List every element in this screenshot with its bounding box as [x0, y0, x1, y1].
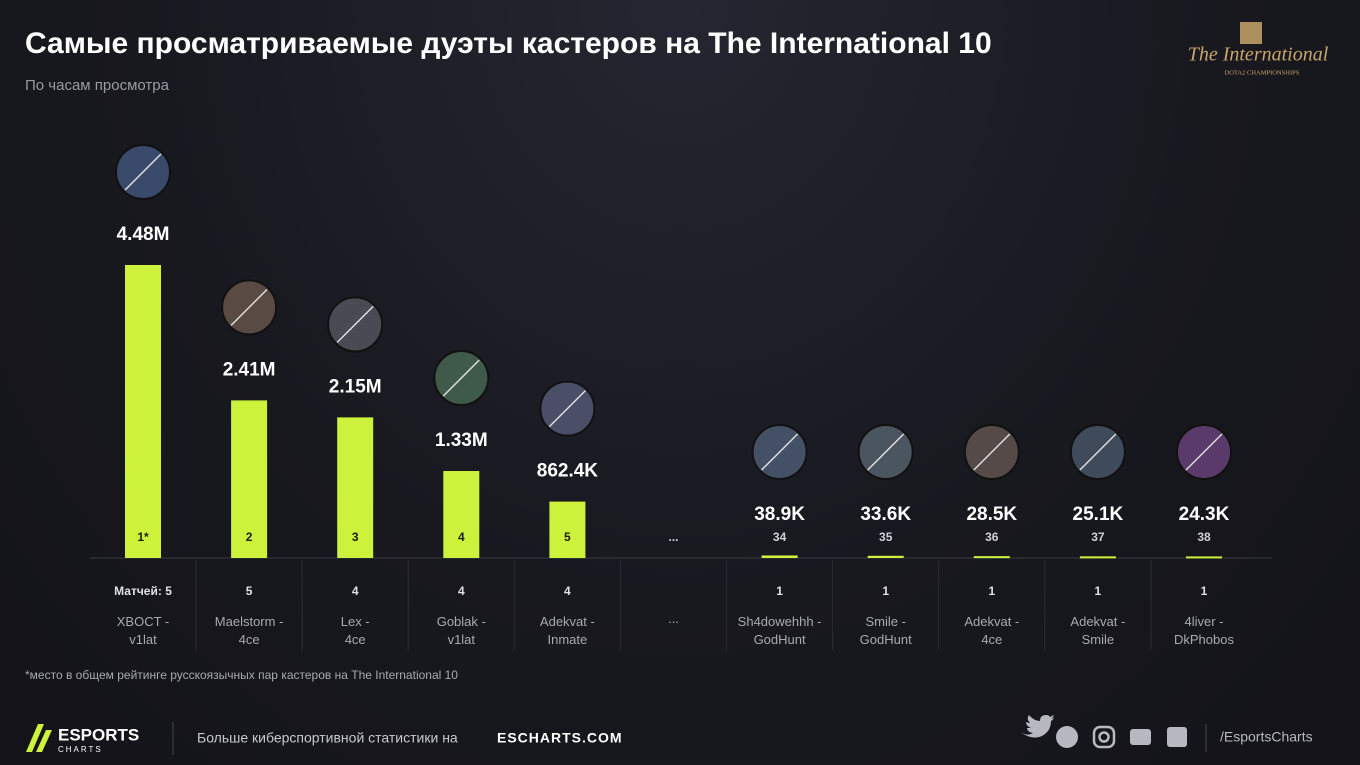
- bar: [549, 501, 586, 558]
- value-label: 1.33M: [435, 430, 488, 451]
- rank-label: ...: [668, 530, 678, 544]
- matches: 1: [1201, 584, 1208, 598]
- handle[interactable]: /EsportsCharts: [1220, 729, 1313, 745]
- bar: [231, 400, 268, 558]
- matches: 5: [246, 584, 253, 598]
- linkedin-icon[interactable]: [1167, 727, 1187, 747]
- facebook-icon[interactable]: [1056, 726, 1078, 748]
- matches-value: 1: [776, 584, 783, 598]
- avatar-split: [230, 288, 268, 326]
- matches-value: 1: [988, 584, 995, 598]
- brand-logo: [26, 724, 52, 752]
- matches-value: 5: [246, 584, 253, 598]
- footnote: *место в общем рейтинге русскоязычных па…: [25, 668, 458, 682]
- matches: 1: [776, 584, 783, 598]
- rank-label: 34: [773, 530, 787, 544]
- matches: Матчей: 5: [114, 584, 172, 598]
- category-label: Goblak - v1lat: [436, 614, 486, 647]
- rank-label: 2: [246, 530, 253, 544]
- value-label: 4.48M: [117, 224, 170, 245]
- subtitle: По часам просмотра: [25, 77, 170, 94]
- site[interactable]: ESCHARTS.COM: [497, 730, 623, 746]
- matches-label: Матчей:: [114, 584, 162, 598]
- logo-icon: [1240, 22, 1262, 44]
- avatar-split: [1185, 433, 1223, 471]
- category-label: Maelstorm - 4ce: [214, 614, 284, 647]
- matches: 4: [352, 584, 359, 598]
- avatar-split: [336, 305, 374, 343]
- avatar-split: [442, 359, 480, 397]
- avatar-split: [867, 433, 905, 471]
- promo: Больше киберспортивной статистики на: [197, 730, 458, 746]
- avatar-split: [124, 153, 162, 191]
- category-label: Adekvat - 4ce: [964, 614, 1020, 647]
- rank-label: 1*: [137, 530, 149, 544]
- bar: [761, 555, 798, 558]
- rank-label: 3: [352, 530, 359, 544]
- matches-value: 4: [458, 584, 465, 598]
- avatar-split: [761, 433, 799, 471]
- bar: [443, 471, 480, 558]
- matches: 1: [988, 584, 995, 598]
- value-label: 28.5K: [966, 504, 1017, 525]
- value-label: 862.4K: [537, 461, 599, 482]
- bar: [125, 265, 161, 558]
- rank-label: 5: [564, 530, 571, 544]
- vk-icon[interactable]: [1130, 729, 1151, 745]
- category-label: Sh4dowehhh - GodHunt: [737, 614, 822, 647]
- category-label: Adekvat - Smile: [1070, 614, 1126, 647]
- rank-label: 35: [879, 530, 893, 544]
- category-label: Adekvat - Inmate: [539, 614, 595, 647]
- logo-title: The International: [1188, 44, 1329, 66]
- value-label: 25.1K: [1073, 504, 1124, 525]
- avatar-split: [973, 433, 1011, 471]
- matches-value: 4: [564, 584, 571, 598]
- social-icons: [1019, 715, 1187, 749]
- bar: [337, 417, 374, 558]
- matches-value: 1: [1201, 584, 1208, 598]
- matches-value: 1: [1095, 584, 1102, 598]
- rank-label: 36: [985, 530, 999, 544]
- bar: [973, 556, 1010, 559]
- bar: [867, 555, 904, 558]
- matches: 1: [882, 584, 889, 598]
- brand: ESPORTS: [58, 725, 139, 744]
- value-label: 24.3K: [1179, 504, 1230, 525]
- logo-subtitle: DOTA2 CHAMPIONSHIPS: [1225, 69, 1300, 76]
- category-label: Smile - GodHunt: [859, 614, 912, 647]
- title: Самые просматриваемые дуэты кастеров на …: [25, 27, 992, 60]
- rank-label: 38: [1197, 530, 1211, 544]
- value-label: 2.41M: [223, 359, 276, 380]
- value-label: 38.9K: [754, 504, 805, 525]
- bar: [1079, 556, 1116, 559]
- rank-label: 37: [1091, 530, 1105, 544]
- bar: [1186, 556, 1222, 559]
- matches-value: 4: [352, 584, 359, 598]
- matches: 4: [458, 584, 465, 598]
- matches-value: 1: [882, 584, 889, 598]
- value-label: 2.15M: [329, 376, 382, 397]
- category-label: XBOCT - v1lat: [116, 614, 170, 647]
- category-label: Lex - 4ce: [340, 614, 370, 647]
- rank-label: 4: [458, 530, 465, 544]
- instagram-icon[interactable]: [1092, 725, 1116, 749]
- matches: 1: [1095, 584, 1102, 598]
- matches-value: 5: [165, 584, 172, 598]
- avatar-split: [548, 390, 586, 428]
- category-label: 4liver - DkPhobos: [1174, 614, 1234, 647]
- value-label: 33.6K: [860, 504, 911, 525]
- avatar-split: [1079, 433, 1117, 471]
- matches: 4: [564, 584, 571, 598]
- category-label: ...: [668, 611, 679, 626]
- brand-sub: CHARTS: [58, 745, 103, 754]
- twitter-icon[interactable]: [1019, 715, 1054, 738]
